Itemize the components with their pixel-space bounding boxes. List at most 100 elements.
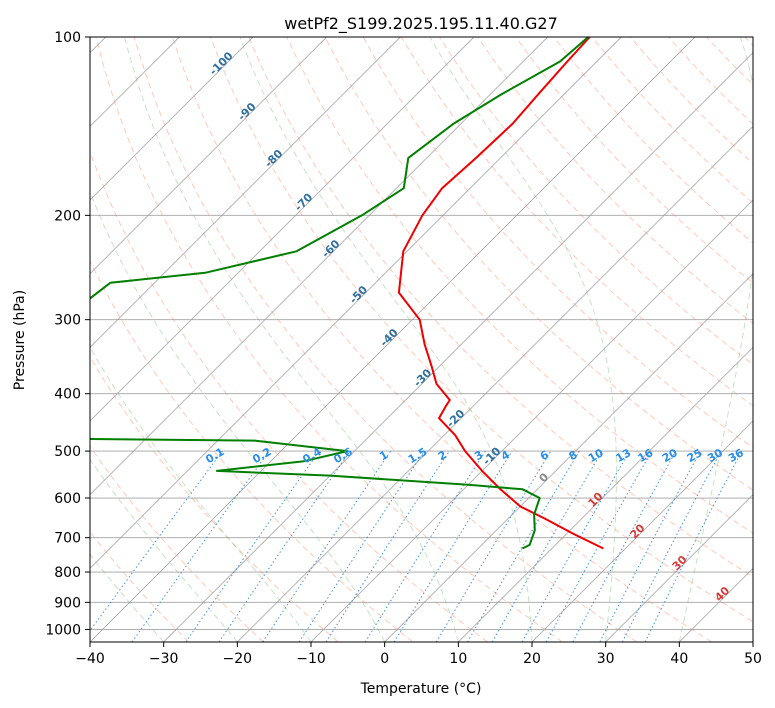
isotherm-line bbox=[458, 346, 753, 642]
mixing-ratio-line bbox=[131, 450, 270, 642]
mixing-ratio-label: 0.1 bbox=[203, 445, 226, 466]
x-tick-label: −10 bbox=[296, 651, 326, 667]
isotherm-label: -50 bbox=[347, 283, 370, 306]
mixing-ratio-line bbox=[467, 450, 580, 642]
x-tick-label: 20 bbox=[523, 651, 541, 667]
mixing-ratio-line bbox=[90, 450, 223, 632]
mixing-ratio-label: 6 bbox=[538, 448, 551, 463]
dewpoint-trace bbox=[90, 37, 589, 550]
mixing-ratio-label: 2 bbox=[436, 448, 449, 463]
y-tick-label: 1000 bbox=[45, 622, 81, 638]
background-lines bbox=[90, 37, 753, 642]
mixing-ratio-line bbox=[325, 450, 450, 642]
isotherm-line bbox=[90, 37, 327, 275]
y-tick-label: 500 bbox=[54, 444, 81, 460]
mixing-ratio-label: 10 bbox=[586, 446, 606, 465]
isotherm-label: -100 bbox=[207, 49, 236, 78]
y-tick-label: 300 bbox=[54, 313, 81, 329]
x-tick-label: −20 bbox=[223, 651, 253, 667]
mixing-ratio-line bbox=[435, 450, 552, 642]
y-axis-label: Pressure (hPa) bbox=[12, 290, 28, 390]
sounding-series bbox=[90, 37, 604, 550]
mixing-ratio-label: 1 bbox=[377, 448, 390, 463]
mixing-ratio-label: 0.6 bbox=[331, 445, 355, 466]
dry-adiabat-line bbox=[706, 37, 753, 86]
moist-adiabat-line bbox=[429, 37, 617, 642]
isotherm-label: -30 bbox=[411, 366, 434, 389]
mixing-ratio-line bbox=[572, 450, 677, 642]
dry-adiabat-line bbox=[90, 531, 190, 642]
isotherm-label: -80 bbox=[262, 147, 285, 170]
isotherm-line bbox=[605, 494, 753, 642]
dry-adiabat-line bbox=[286, 37, 753, 534]
dry-adiabat-line bbox=[744, 37, 753, 47]
x-tick-label: 10 bbox=[449, 651, 467, 667]
moist-adiabat-line bbox=[90, 553, 165, 642]
x-tick-label: 50 bbox=[744, 651, 762, 667]
isotherm-label: 40 bbox=[712, 584, 732, 604]
isotherm-line bbox=[90, 37, 548, 496]
isotherm-line bbox=[90, 37, 696, 642]
x-tick-label: 30 bbox=[597, 651, 615, 667]
isotherm-label: 20 bbox=[628, 521, 648, 541]
mixing-ratio-label: 25 bbox=[685, 446, 705, 465]
dry-adiabat-line bbox=[95, 37, 563, 642]
isotherm-line bbox=[90, 37, 622, 569]
x-tick-label: −40 bbox=[75, 651, 105, 667]
moist-adiabat-line bbox=[239, 37, 533, 642]
mixing-ratio-label: 36 bbox=[726, 446, 746, 465]
isotherm-line bbox=[90, 37, 401, 348]
mixing-ratio-line bbox=[521, 450, 630, 642]
mixing-ratio-label: 30 bbox=[705, 446, 725, 465]
mixing-ratio-line bbox=[298, 450, 425, 642]
isotherm-label: 10 bbox=[586, 490, 606, 510]
dry-adiabat-line bbox=[515, 37, 753, 284]
dry-adiabat-line bbox=[90, 445, 264, 642]
moist-adiabat-line bbox=[90, 458, 238, 642]
isotherm-line bbox=[90, 37, 475, 422]
mixing-ratio-line bbox=[393, 450, 513, 642]
y-tick-label: 400 bbox=[54, 387, 81, 403]
dry-adiabat-line bbox=[324, 37, 753, 491]
mixing-ratio-line bbox=[644, 450, 743, 642]
x-tick-label: 0 bbox=[380, 651, 389, 667]
isotherm-label: -60 bbox=[319, 237, 342, 260]
y-tick-label: 700 bbox=[54, 531, 81, 547]
mixing-ratio-line bbox=[262, 450, 392, 642]
isotherm-line bbox=[163, 52, 753, 642]
y-tick-label: 200 bbox=[54, 208, 81, 224]
y-tick-label: 600 bbox=[54, 491, 81, 507]
y-tick-label: 100 bbox=[54, 30, 81, 46]
temperature-trace bbox=[397, 37, 604, 550]
isotherm-line bbox=[237, 125, 753, 642]
mixing-ratio-line bbox=[185, 450, 320, 642]
dry-adiabat-line bbox=[90, 259, 414, 642]
moist-adiabat-line bbox=[124, 37, 459, 642]
y-tick-label: 800 bbox=[54, 565, 81, 581]
dry-adiabat-line bbox=[90, 356, 339, 642]
isotherm-label: -70 bbox=[292, 191, 315, 214]
mixing-ratio-line bbox=[599, 450, 701, 642]
dry-adiabat-line bbox=[248, 37, 753, 578]
mixing-ratio-label: 20 bbox=[660, 446, 680, 465]
y-tick-label: 900 bbox=[54, 595, 81, 611]
moist-adiabat-line bbox=[678, 37, 753, 642]
mixing-ratio-line bbox=[545, 450, 653, 642]
moist-adiabat-line bbox=[90, 346, 312, 642]
dry-adiabat-line bbox=[668, 37, 753, 125]
axes: −40 −30 −20 −10 0 10 20 30 40 5010020030040050060… bbox=[45, 30, 762, 667]
isotherm-line bbox=[310, 199, 753, 642]
x-tick-label: 40 bbox=[670, 651, 688, 667]
isotherm-line bbox=[752, 641, 753, 642]
isotherm-label: -40 bbox=[378, 326, 401, 349]
isotherm-line bbox=[384, 273, 753, 642]
dry-adiabat-line bbox=[591, 37, 753, 204]
dry-adiabat-line bbox=[133, 37, 638, 642]
mixing-ratio-line bbox=[218, 450, 351, 642]
isotherm-line bbox=[531, 420, 753, 642]
isotherm-line bbox=[679, 567, 753, 642]
mixing-ratio-label: 8 bbox=[567, 448, 580, 463]
dry-adiabat-line bbox=[210, 37, 753, 623]
mixing-ratio-label: 1.5 bbox=[406, 445, 429, 466]
